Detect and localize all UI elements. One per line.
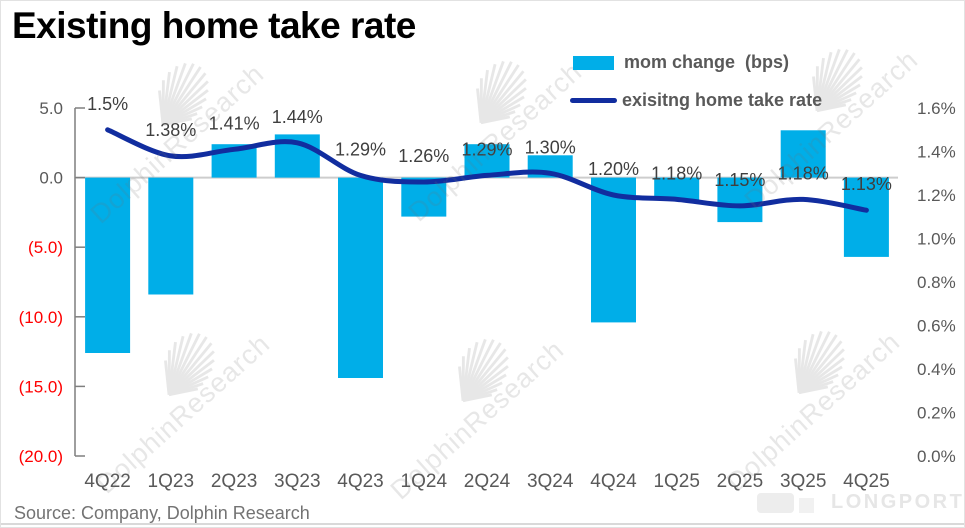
bar [591,177,636,323]
left-axis-tick: 5.0 [39,99,63,118]
bar [843,177,889,257]
right-axis-tick: 0.4% [917,360,956,379]
bar-series [85,130,889,378]
bar-series-swatch-icon [573,55,614,70]
line-point-label: 1.15% [714,170,765,190]
legend-label-line: exisitng home take rate [622,90,823,110]
line-point-label: 1.30% [525,137,576,157]
x-axis-label: 3Q24 [527,471,574,492]
line-point-label: 1.18% [778,163,829,183]
line-point-label: 1.5% [87,94,128,114]
right-axis-tick: 1.0% [917,230,956,249]
right-axis-tick: 0.0% [917,447,956,466]
x-axis-label: 4Q25 [843,471,889,492]
right-axis-tick: 1.6% [917,99,956,118]
bar [717,177,763,223]
x-axis: 4Q22 1Q23 2Q23 3Q23 4Q23 1Q24 2Q24 3Q24 4Q24 1Q25… [84,471,889,492]
x-axis-label: 1Q23 [148,471,194,492]
x-axis-label: 2Q24 [464,471,511,492]
line-point-label: 1.26% [398,146,449,166]
line-point-label: 1.13% [841,174,892,194]
line-series-swatch-icon [570,98,617,103]
line-point-label: 1.44% [272,107,323,127]
bar [654,177,700,200]
longport-logo-icon [799,497,814,513]
legend-label-bar: mom change (bps) [624,52,790,72]
x-axis-label: 3Q23 [274,471,320,492]
source-note: Source: Company, Dolphin Research [14,503,310,523]
x-axis-label: 4Q24 [590,471,637,492]
longport-watermark: LONGPORT [757,491,964,514]
x-axis-label: 4Q23 [337,471,383,492]
line-point-label: 1.18% [651,163,702,183]
right-axis-tick: 1.4% [917,143,956,162]
legend-item-line: exisitng home take rate [570,90,822,111]
right-axis-tick: 1.2% [917,186,956,205]
x-axis-label: 2Q25 [717,471,763,492]
left-axis-tick: (5.0) [28,238,63,257]
x-axis-label: 3Q25 [780,471,826,492]
left-axis: 5.0 0.0 (5.0) (10.0) (15.0) (20.0) [19,99,85,466]
line-series [105,127,869,213]
x-axis-label: 4Q22 [84,471,130,492]
bar [780,130,826,178]
left-axis-tick: (15.0) [19,377,63,396]
right-axis-tick: 0.6% [917,317,956,336]
left-axis-tick: 0.0 [39,169,63,188]
x-axis-label: 2Q23 [211,471,257,492]
left-axis-tick: (20.0) [19,447,63,466]
line-point-label: 1.20% [588,159,639,179]
line-point-label: 1.29% [335,139,386,159]
right-axis: 1.6% 1.4% 1.2% 1.0% 0.8% 0.6% 0.4% 0.2% 0.0% [917,99,956,466]
line-point-label: 1.41% [209,113,260,133]
longport-logo-icon [757,492,794,513]
left-axis-tick: (10.0) [19,308,63,327]
bar [338,177,383,378]
longport-brand-text: LONGPORT [831,491,965,513]
legend-item-bar: mom change (bps) [573,52,789,73]
line-point-label: 1.29% [461,139,512,159]
right-axis-tick: 0.2% [917,404,956,423]
line-point-label: 1.38% [145,120,196,140]
right-axis-tick: 0.8% [917,273,956,292]
bottom-divider [1,523,964,525]
bar [85,177,131,353]
bar [148,177,194,295]
x-axis-label: 1Q25 [653,471,699,492]
chart-title: Existing home take rate [12,5,416,46]
x-axis-label: 1Q24 [401,471,448,492]
